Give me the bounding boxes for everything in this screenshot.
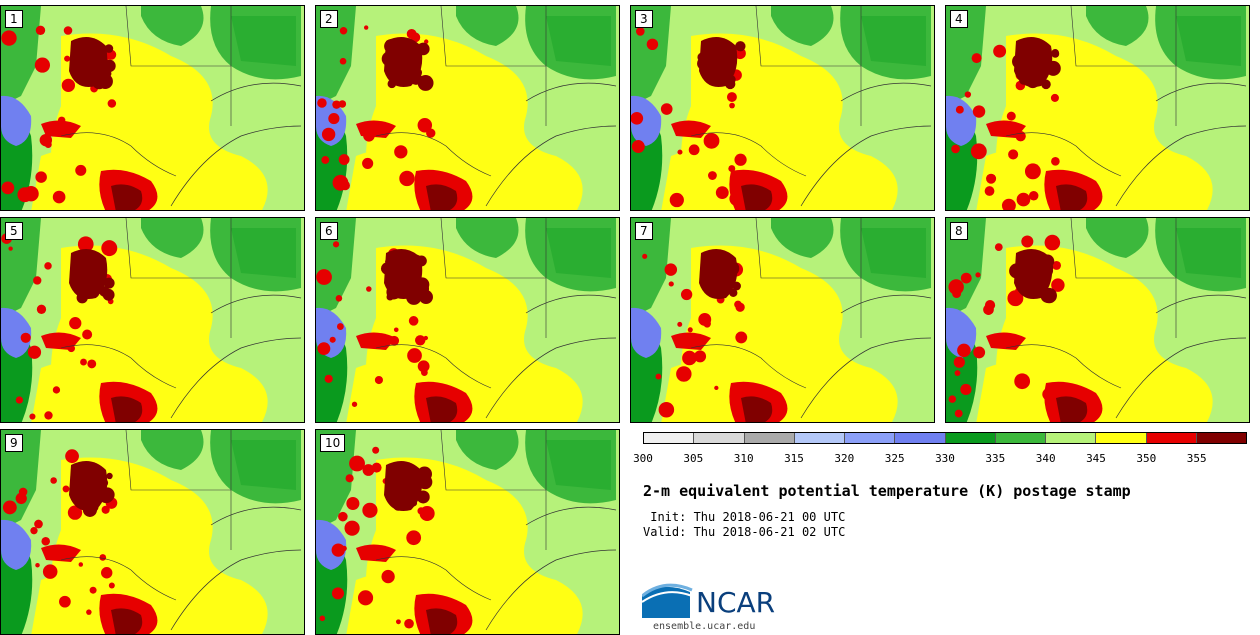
colorbar-segment bbox=[1096, 433, 1147, 443]
colorbar-segment bbox=[1196, 433, 1246, 443]
postage-stamp-map-9: 9 bbox=[0, 429, 305, 635]
colorbar-tick-label: 340 bbox=[1035, 452, 1056, 465]
colorbar-segment bbox=[945, 433, 996, 443]
member-number-label: 6 bbox=[320, 222, 338, 240]
init-time: Init: Thu 2018-06-21 00 UTC bbox=[643, 510, 846, 524]
colorbar-tick-label: 335 bbox=[985, 452, 1006, 465]
colorbar-segment bbox=[644, 433, 695, 443]
colorbar bbox=[643, 432, 1247, 444]
figure-title: 2-m equivalent potential temperature (K)… bbox=[643, 482, 1131, 500]
valid-time: Valid: Thu 2018-06-21 02 UTC bbox=[643, 525, 846, 539]
member-number-label: 5 bbox=[5, 222, 23, 240]
website-url: ensemble.ucar.edu bbox=[653, 621, 756, 632]
colorbar-tick-label: 345 bbox=[1086, 452, 1106, 465]
colorbar-segment bbox=[895, 433, 946, 443]
postage-stamp-map-7: 7 bbox=[630, 217, 935, 423]
postage-stamp-map-3: 3 bbox=[630, 5, 935, 211]
colorbar-segment bbox=[1146, 433, 1197, 443]
colorbar-segment bbox=[744, 433, 795, 443]
colorbar-tick-label: 310 bbox=[733, 452, 754, 465]
member-number-label: 9 bbox=[5, 434, 23, 452]
postage-stamp-map-8: 8 bbox=[945, 217, 1250, 423]
postage-stamp-map-2: 2 bbox=[315, 5, 620, 211]
colorbar-tick-label: 330 bbox=[935, 452, 955, 465]
colorbar-segment bbox=[694, 433, 745, 443]
postage-stamp-map-6: 6 bbox=[315, 217, 620, 423]
ncar-logo-icon bbox=[642, 583, 693, 618]
postage-stamp-map-1: 1 bbox=[0, 5, 305, 211]
colorbar-tick-label: 315 bbox=[784, 452, 804, 465]
member-number-label: 4 bbox=[950, 10, 968, 28]
colorbar-tick-label: 305 bbox=[683, 452, 704, 465]
member-number-label: 2 bbox=[320, 10, 338, 28]
colorbar-tick-label: 320 bbox=[834, 452, 855, 465]
member-number-label: 1 bbox=[5, 10, 23, 28]
colorbar-tick-label: 325 bbox=[884, 452, 905, 465]
colorbar-segment bbox=[1046, 433, 1097, 443]
member-number-label: 7 bbox=[635, 222, 653, 240]
member-number-label: 10 bbox=[320, 434, 346, 452]
colorbar-segment bbox=[845, 433, 896, 443]
postage-stamp-map-10: 10 bbox=[315, 429, 620, 635]
colorbar-segment bbox=[995, 433, 1046, 443]
colorbar-tick-label: 350 bbox=[1136, 452, 1157, 465]
postage-stamp-map-5: 5 bbox=[0, 217, 305, 423]
member-number-label: 8 bbox=[950, 222, 968, 240]
member-number-label: 3 bbox=[635, 10, 653, 28]
colorbar-tick-label: 300 bbox=[633, 452, 653, 465]
colorbar-tick-label: 355 bbox=[1186, 452, 1207, 465]
postage-stamp-map-4: 4 bbox=[945, 5, 1250, 211]
colorbar-segment bbox=[794, 433, 845, 443]
logo-text: NCAR bbox=[696, 586, 776, 619]
